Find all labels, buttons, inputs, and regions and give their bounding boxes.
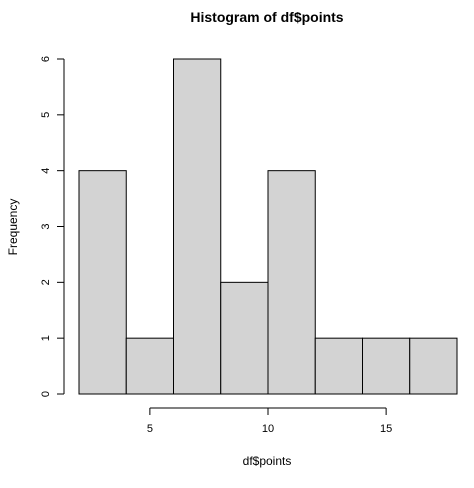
histogram-bar-5 [314,337,363,395]
x-tick-label-2: 15 [380,423,392,435]
histogram-bar-3 [220,281,269,395]
y-axis-label: Frequency [6,199,20,256]
x-tick-label-0: 5 [147,423,153,435]
x-axis-label: df$points [243,454,292,468]
histogram-bar-4 [267,170,316,395]
chart-title: Histogram of df$points [190,9,343,25]
x-axis: 5 10 15 [147,407,392,435]
histogram-bar-2 [173,58,222,395]
y-axis: 0 1 2 3 4 5 6 [40,56,65,397]
histogram-bar-0 [78,170,127,395]
y-tick-label-5: 5 [40,112,52,118]
bars-layer [78,58,458,395]
histogram-bar-1 [125,337,174,395]
y-tick-label-1: 1 [40,335,52,341]
y-tick-label-3: 3 [40,223,52,229]
x-tick-label-1: 10 [262,423,274,435]
y-tick-label-4: 4 [40,168,52,174]
histogram-bar-7 [409,337,458,395]
histogram-bar-6 [362,337,411,395]
y-tick-label-0: 0 [40,391,52,397]
y-tick-label-2: 2 [40,279,52,285]
y-tick-label-6: 6 [40,56,52,62]
